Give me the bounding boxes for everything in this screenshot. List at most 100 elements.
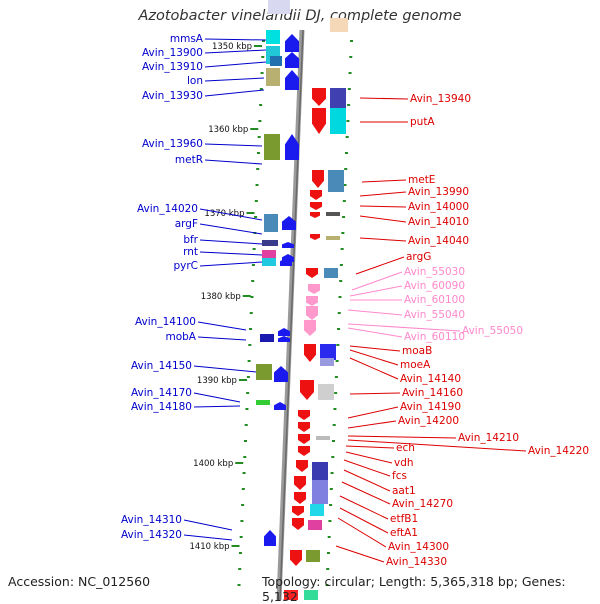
reverse-gene-arrow [292,506,304,516]
forward-gene-label: metR [175,154,203,166]
forward-gene-arrow [278,328,290,336]
reverse-gene-label: Avin_13990 [408,186,469,198]
track-dot [329,504,333,506]
reverse-gene-label: Avin_13940 [410,93,471,105]
leader-line [204,89,265,97]
forward-gene-label: bfr [183,234,198,246]
track-dot [332,424,336,426]
kbp-marker-label: 1410 kbp [189,542,229,552]
track-dot [249,312,253,314]
reverse-gene-label: ech [396,442,415,454]
track-dot [254,200,258,202]
reverse-gene-label: Avin_14330 [386,556,447,568]
track-dot [259,88,263,90]
leader-line [199,223,263,235]
track-dot [260,72,264,74]
forward-gene-arrow [282,242,294,248]
track-dot [246,376,250,378]
reverse-gene-arrow [312,88,326,106]
reverse-gene-label: fcs [392,470,407,482]
reverse-gene-label: Avin_14300 [388,541,449,553]
track-dot [247,360,251,362]
reverse-feature-block [312,480,328,504]
reverse-gene-label: Avin_14200 [398,415,459,427]
forward-gene-label: argF [175,218,198,230]
forward-gene-label: lon [187,75,203,87]
forward-feature-block [260,334,274,342]
forward-gene-arrow [282,216,296,230]
feature-block [284,590,298,600]
rna-gene-label: Avin_60110 [404,331,465,343]
leader-line [343,469,391,492]
forward-gene-label: Avin_14180 [131,401,192,413]
reverse-gene-label: metE [408,174,435,186]
feature-block [304,590,318,600]
leader-line [349,392,401,395]
leader-line [359,97,409,100]
kbp-marker-label: 1400 kbp [193,459,233,469]
leader-line [351,271,403,291]
forward-gene-arrow [274,366,288,382]
kbp-marker-label: 1350 kbp [212,42,252,52]
forward-gene-arrow [285,134,299,160]
rna-gene-arrow [304,320,316,336]
reverse-gene-label: Avin_14140 [400,373,461,385]
track-dot [335,360,339,362]
track-dot [251,264,255,266]
track-dot [238,552,242,554]
leader-line [355,256,405,275]
rna-gene-label: Avin_55040 [404,309,465,321]
accession-text: Accession: NC_012560 [8,574,151,589]
reverse-gene-arrow [290,550,302,566]
track-dot [261,56,265,58]
track-dot [346,120,350,122]
forward-feature-block [264,214,278,232]
forward-feature-block [262,258,276,266]
reverse-gene-arrow [292,518,304,530]
leader-line [359,191,407,197]
leader-line [204,61,267,68]
reverse-feature-block [306,550,320,562]
genome-title: Azotobacter vinelandii DJ, complete geno… [138,8,462,24]
reverse-feature-block [330,88,346,108]
reverse-gene-arrow [310,190,322,200]
leader-line [199,239,263,245]
track-dot [262,40,265,42]
forward-feature-block [262,240,278,246]
forward-gene-label: Avin_13930 [142,90,203,102]
leader-line [347,323,461,332]
forward-feature-block [266,68,280,86]
track-dot [337,312,341,314]
track-dot [339,280,343,282]
track-dot [254,216,258,218]
forward-gene-label: mobA [165,331,196,343]
leader-line [359,237,407,242]
track-dot [257,136,261,138]
forward-gene-label: Avin_13960 [142,138,203,150]
reverse-gene-label: aat1 [392,485,416,497]
reverse-feature-block [328,170,344,192]
reverse-gene-arrow [306,268,318,278]
rna-gene-arrow [308,284,320,294]
forward-gene-label: Avin_14170 [131,387,192,399]
track-dot [331,456,335,458]
forward-gene-label: Avin_14310 [121,514,182,526]
track-dot [238,568,242,570]
reverse-gene-label: etfB1 [390,513,418,525]
forward-gene-arrow [285,34,299,52]
rna-gene-label: Avin_55050 [462,325,523,337]
track-dot [250,296,254,298]
leader-line [335,545,385,563]
reverse-feature-block [318,384,334,400]
leader-line [193,405,241,408]
leader-line [341,481,391,505]
forward-gene-arrow [285,70,299,90]
reverse-gene-arrow [298,434,310,444]
track-dot [344,168,348,170]
reverse-gene-label: Avin_14040 [408,235,469,247]
reverse-gene-arrow [312,108,326,134]
rna-gene-label: Avin_60090 [404,280,465,292]
kbp-marker-label: 1360 kbp [208,125,248,135]
track-dot [340,248,344,250]
